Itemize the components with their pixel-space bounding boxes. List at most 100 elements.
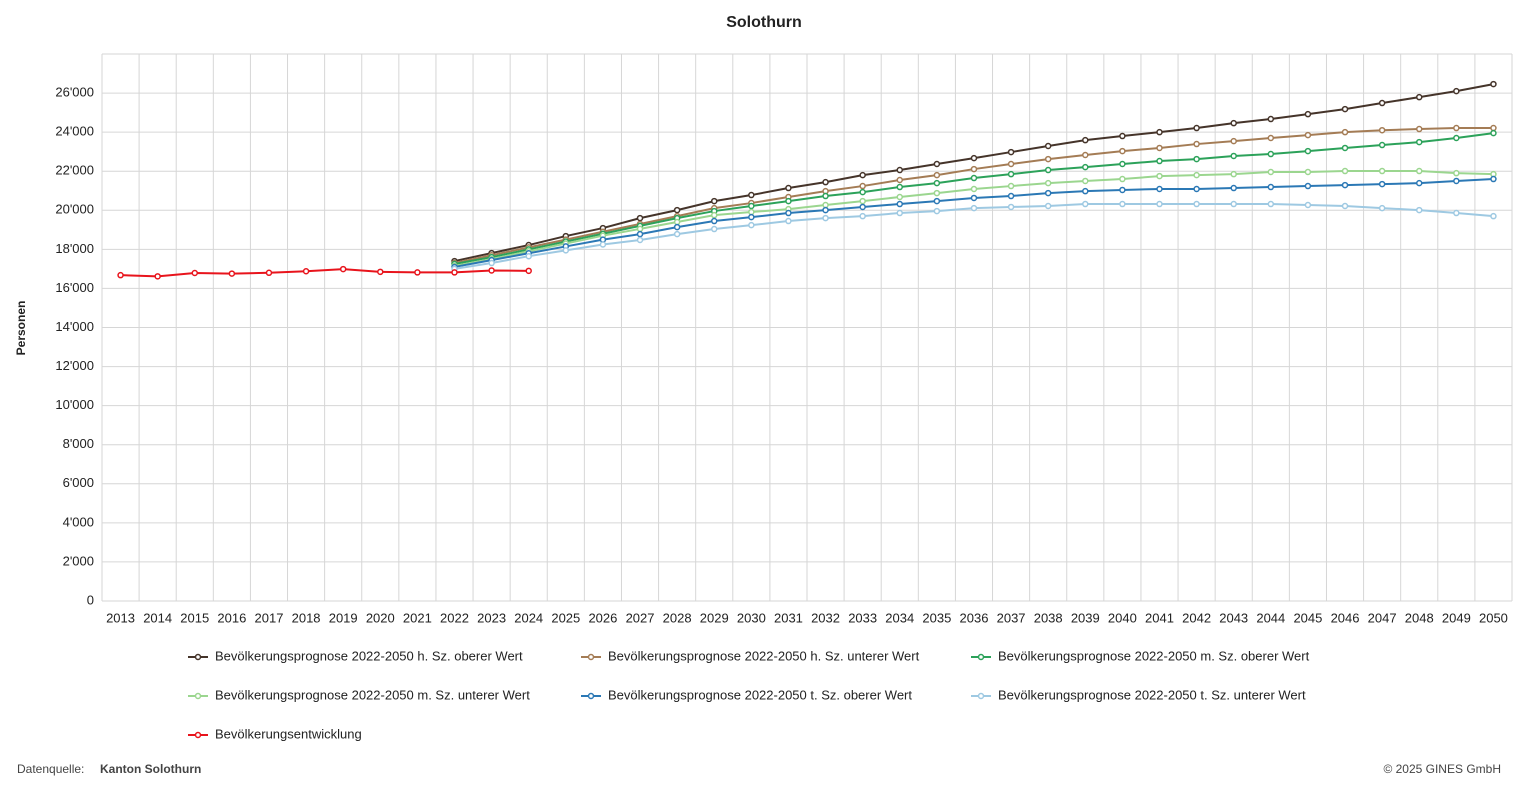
point [896,166,904,174]
point [1230,170,1237,178]
point [1007,148,1015,156]
point [1119,200,1126,208]
point [673,218,681,226]
legend-label: Bevölkerungsprognose 2022-2050 m. Sz. un… [215,687,530,702]
point [1267,200,1275,208]
point [1341,144,1349,152]
x-tick-label: 2016 [217,610,246,625]
x-tick-label: 2017 [255,610,284,625]
x-tick-label: 2039 [1071,610,1100,625]
point [1267,134,1275,142]
point [1453,124,1460,132]
x-tick-label: 2018 [292,610,321,625]
point [933,171,941,179]
point [1007,182,1015,190]
point [117,271,124,279]
point [1341,128,1349,136]
x-tick-label: 2037 [997,610,1026,625]
point [1193,155,1200,163]
point [1341,202,1349,210]
point [748,208,755,216]
y-tick-label: 4'000 [63,514,94,529]
x-tick-label: 2024 [514,610,543,625]
point [1119,147,1126,155]
y-tick-label: 6'000 [63,475,94,490]
point [1007,203,1015,211]
point [1304,147,1312,155]
point [1415,206,1423,214]
y-tick-label: 20'000 [55,202,94,217]
point [748,221,755,229]
point [1156,157,1163,165]
point [1193,200,1200,208]
point [933,189,941,197]
point [1193,124,1200,132]
point [1267,183,1275,191]
point [1007,160,1015,168]
point [414,269,421,276]
point [970,154,978,162]
point [1007,192,1015,200]
point [377,268,384,276]
point [1415,179,1423,187]
point [896,183,904,191]
point [1304,182,1312,190]
point [1490,175,1497,183]
point [228,270,236,277]
x-tick-label: 2049 [1442,610,1471,625]
x-tick-label: 2036 [960,610,989,625]
x-tick-label: 2026 [588,610,617,625]
y-tick-label: 16'000 [55,280,94,295]
legend-marker [194,653,202,661]
point [933,179,941,187]
point [1230,137,1237,145]
point [933,197,941,205]
y-tick-label: 14'000 [55,319,94,334]
point [488,267,495,274]
point [748,202,755,210]
point [1453,177,1460,185]
point [1119,186,1126,194]
point [599,241,607,248]
point [265,269,273,277]
point [1490,80,1497,88]
point [859,182,866,190]
point [822,206,829,214]
x-tick-label: 2033 [848,610,877,625]
point [859,188,866,196]
x-tick-label: 2014 [143,610,172,625]
point [970,194,978,202]
x-tick-label: 2048 [1405,610,1434,625]
point [636,225,644,233]
x-tick-label: 2030 [737,610,766,625]
point [970,174,978,182]
point [562,247,570,254]
point [1378,204,1386,212]
point [1193,185,1200,193]
point [896,200,904,208]
point [822,192,829,200]
point [710,217,718,225]
x-tick-label: 2021 [403,610,432,625]
point [1044,142,1052,150]
point [1156,144,1163,152]
x-tick-label: 2044 [1256,610,1285,625]
x-tick-label: 2041 [1145,610,1174,625]
legend-marker [977,692,985,700]
point [1490,124,1497,132]
legend-label: Bevölkerungsprognose 2022-2050 t. Sz. ob… [608,687,912,702]
x-tick-label: 2013 [106,610,135,625]
point [1230,200,1237,208]
point [1156,172,1163,180]
point [822,214,829,222]
x-tick-label: 2028 [663,610,692,625]
point [896,193,904,201]
point [1341,181,1349,189]
legend-marker [587,692,595,700]
legend-marker [977,653,985,661]
x-tick-label: 2038 [1034,610,1063,625]
point [1378,180,1386,188]
point [785,209,792,217]
point [1453,87,1460,95]
series-line [454,203,1494,270]
